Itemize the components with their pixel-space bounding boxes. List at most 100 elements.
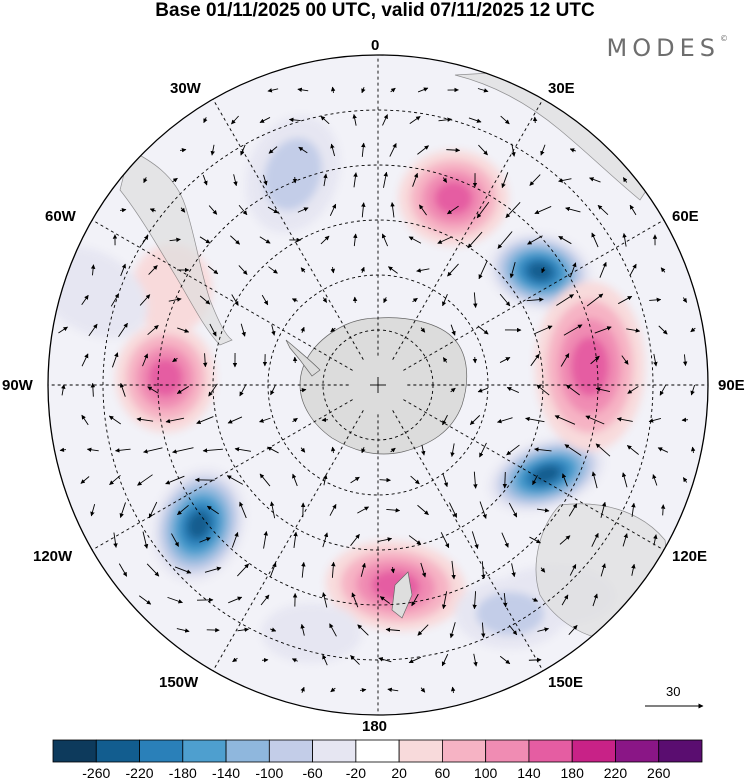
wind-vector: [505, 202, 521, 218]
wind-vector: [113, 532, 118, 548]
colorbar-swatch: [268, 739, 314, 763]
wind-vector: [111, 352, 119, 368]
wind-vector: [199, 295, 211, 305]
wind-vector: [119, 502, 126, 518]
colorbar-swatch: [225, 739, 270, 763]
meridian-line: [212, 410, 364, 672]
wind-vector: [269, 562, 277, 578]
wind-vector: [390, 87, 396, 93]
wind-vector: [618, 295, 633, 305]
wind-vector: [390, 202, 395, 218]
wind-vector: [260, 594, 270, 606]
wind-vector: [690, 384, 696, 396]
wind-vector: [682, 477, 688, 483]
wind-vector: [174, 566, 192, 574]
wind-vector: [90, 503, 96, 517]
wind-vector: [473, 292, 478, 308]
colorbar-swatch: [312, 739, 357, 763]
wind-vector: [208, 205, 218, 215]
wind-vector: [629, 263, 637, 277]
wind-vector: [353, 172, 358, 188]
wind-vector: [565, 384, 580, 396]
wind-vector: [410, 475, 420, 485]
wind-vector: [268, 266, 278, 274]
wind-vector: [292, 176, 298, 184]
wind-vector: [558, 235, 572, 245]
wind-vector: [502, 471, 508, 489]
wind-vector: [330, 86, 336, 94]
anomaly-contour: [148, 358, 183, 397]
wind-vector: [508, 502, 518, 518]
anomaly-contour: [263, 138, 322, 211]
wind-vector: [501, 532, 509, 548]
wind-vector: [450, 443, 455, 457]
wind-vector: [300, 326, 305, 333]
wind-vector: [450, 686, 456, 694]
modes-logo: MODES©: [606, 34, 728, 62]
wind-vector: [378, 537, 393, 542]
wind-vector: [270, 627, 277, 632]
colorbar-tick-label: 180: [560, 765, 584, 781]
lon-label-60w: 60W: [45, 208, 76, 225]
wind-vector: [473, 653, 478, 667]
wind-vector: [299, 387, 307, 393]
wind-vector: [301, 561, 306, 578]
wind-vector: [503, 593, 508, 608]
wind-vector: [227, 416, 243, 424]
wind-vector: [300, 623, 305, 636]
wind-vector: [653, 534, 658, 546]
wind-vector: [320, 235, 330, 245]
wind-vector: [292, 417, 298, 423]
wind-vector: [231, 531, 239, 548]
wind-vector: [568, 503, 578, 517]
wind-vector: [591, 232, 599, 248]
wind-vector: [511, 563, 516, 578]
wind-vector: [501, 172, 509, 189]
wind-vector: [467, 231, 483, 249]
wind-vector: [681, 417, 689, 423]
wind-vector: [172, 447, 194, 454]
wind-vector: [511, 143, 516, 157]
lon-label-0: 0: [371, 37, 380, 54]
anomaly-contour: [434, 181, 473, 215]
colorbar: [52, 739, 703, 763]
wind-vector: [331, 561, 336, 578]
wind-vector: [390, 566, 396, 574]
wind-vector: [169, 237, 181, 243]
lon-label-150w: 150W: [159, 674, 199, 691]
wind-vector: [481, 622, 486, 638]
wind-vector: [231, 294, 239, 306]
wind-vector: [361, 87, 366, 94]
wind-vector: [442, 293, 448, 307]
wind-vector: [292, 473, 298, 487]
wind-vector: [442, 177, 448, 183]
colorbar-tick-label: -220: [125, 765, 154, 781]
wind-vector: [561, 473, 568, 487]
wind-vector: [149, 208, 156, 213]
wind-vector: [600, 563, 606, 577]
wind-vector: [165, 417, 185, 424]
wind-vector: [479, 442, 487, 458]
map-title: Base 01/11/2025 00 UTC, valid 07/11/2025…: [155, 0, 595, 21]
wind-vector: [682, 354, 688, 367]
wind-vector: [267, 446, 279, 454]
wind-vector: [622, 533, 628, 547]
wind-vector: [477, 88, 489, 93]
land-masses: [119, 69, 667, 641]
wind-vector: [148, 501, 158, 519]
wind-vector: [351, 592, 359, 608]
wind-vector: [352, 113, 357, 126]
wind-vector: [540, 567, 546, 573]
wind-vector: [476, 201, 490, 219]
wind-vector: [297, 87, 309, 93]
wind-vector: [81, 414, 89, 426]
colorbar-swatch: [658, 739, 703, 763]
wind-vector: [176, 628, 190, 633]
lon-label-150e: 150E: [548, 674, 584, 691]
wind-vector: [207, 265, 219, 275]
wind-vector: [627, 386, 639, 394]
wind-vector: [437, 236, 453, 244]
wind-vector: [361, 142, 366, 157]
wind-vector: [360, 562, 366, 577]
wind-vector: [269, 501, 276, 519]
